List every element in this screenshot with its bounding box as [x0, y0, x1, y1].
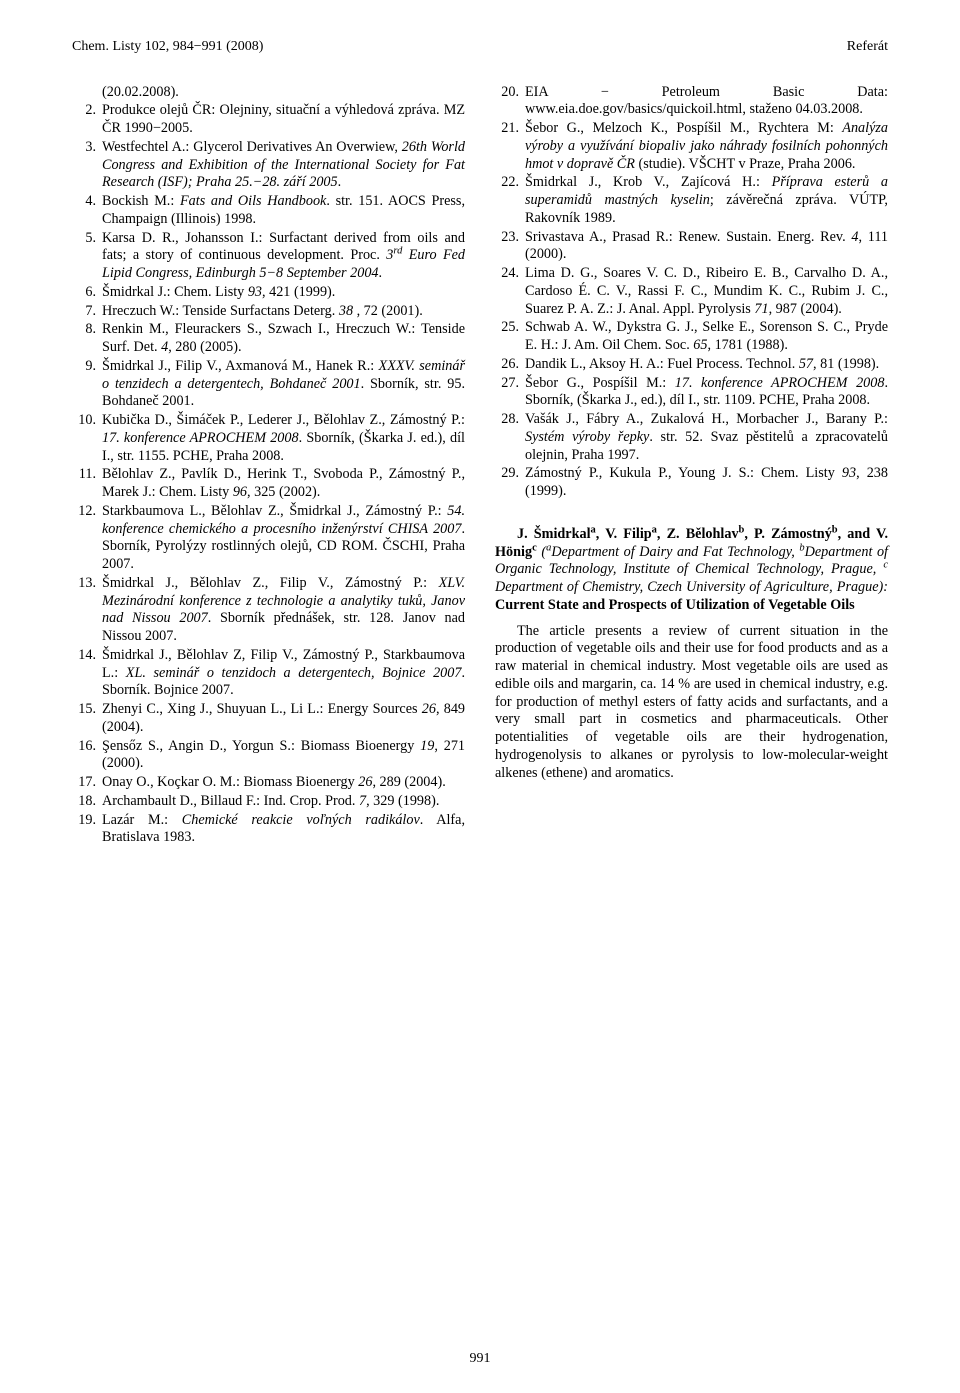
reference-text: Šmidrkal J., Krob V., Zajícová H.: Přípr…	[525, 174, 888, 227]
reference-item: 18.Archambault D., Billaud F.: Ind. Crop…	[72, 793, 465, 811]
reference-number: 9.	[72, 358, 102, 411]
reference-text: Srivastava A., Prasad R.: Renew. Sustain…	[525, 229, 888, 265]
page-number: 991	[0, 1350, 960, 1368]
reference-number: 13.	[72, 575, 102, 646]
reference-text: Hreczuch W.: Tenside Surfactans Deterg. …	[102, 303, 465, 321]
reference-item: 23.Srivastava A., Prasad R.: Renew. Sust…	[495, 229, 888, 265]
reference-number: 21.	[495, 120, 525, 173]
reference-item: 10.Kubička D., Šimáček P., Lederer J., B…	[72, 412, 465, 465]
reference-number: 15.	[72, 701, 102, 737]
reference-number: 3.	[72, 139, 102, 192]
reference-number: 19.	[72, 812, 102, 848]
reference-item: 8.Renkin M., Fleurackers S., Szwach I., …	[72, 321, 465, 357]
reference-text: Karsa D. R., Johansson I.: Surfactant de…	[102, 230, 465, 283]
reference-item: 11.Bělohlav Z., Pavlík D., Herink T., Sv…	[72, 466, 465, 502]
reference-text: Šmidrkal J., Bělohlav Z, Filip V., Zámos…	[102, 647, 465, 700]
reference-item: 20.EIA − Petroleum Basic Data: www.eia.d…	[495, 84, 888, 120]
header-left: Chem. Listy 102, 984−991 (2008)	[72, 38, 263, 56]
reference-item: 21.Šebor G., Melzoch K., Pospíšil M., Ry…	[495, 120, 888, 173]
reference-item: 3.Westfechtel A.: Glycerol Derivatives A…	[72, 139, 465, 192]
page-header: Chem. Listy 102, 984−991 (2008) Referát	[72, 38, 888, 56]
left-column: (20.02.2008).2.Produkce olejů ČR: Olejni…	[72, 84, 465, 849]
reference-item: 14.Šmidrkal J., Bělohlav Z, Filip V., Zá…	[72, 647, 465, 700]
reference-item: 29.Zámostný P., Kukula P., Young J. S.: …	[495, 465, 888, 501]
reference-number: 22.	[495, 174, 525, 227]
reference-number: 26.	[495, 356, 525, 374]
reference-text: Onay O., Koçkar O. M.: Biomass Bioenergy…	[102, 774, 465, 792]
reference-number: 11.	[72, 466, 102, 502]
reference-item: 7.Hreczuch W.: Tenside Surfactans Deterg…	[72, 303, 465, 321]
reference-number: 25.	[495, 319, 525, 355]
reference-text: Şensőz S., Angin D., Yorgun S.: Biomass …	[102, 738, 465, 774]
reference-item: 12.Starkbaumova L., Bělohlav Z., Šmidrka…	[72, 503, 465, 574]
reference-item: 15.Zhenyi C., Xing J., Shuyuan L., Li L.…	[72, 701, 465, 737]
reference-number: 17.	[72, 774, 102, 792]
reference-item: 26.Dandik L., Aksoy H. A.: Fuel Process.…	[495, 356, 888, 374]
reference-text: Šmidrkal J., Bělohlav Z., Filip V., Zámo…	[102, 575, 465, 646]
reference-text: Renkin M., Fleurackers S., Szwach I., Hr…	[102, 321, 465, 357]
reference-item: 6.Šmidrkal J.: Chem. Listy 93, 421 (1999…	[72, 284, 465, 302]
reference-number: 24.	[495, 265, 525, 318]
reference-text: Šebor G., Pospíšil M.: 17. konference AP…	[525, 375, 888, 411]
reference-item: 22.Šmidrkal J., Krob V., Zajícová H.: Př…	[495, 174, 888, 227]
reference-number: 6.	[72, 284, 102, 302]
reference-list-right: 20.EIA − Petroleum Basic Data: www.eia.d…	[495, 84, 888, 501]
reference-item: (20.02.2008).	[72, 84, 465, 102]
reference-item: 4.Bockish M.: Fats and Oils Handbook. st…	[72, 193, 465, 229]
reference-text: Dandik L., Aksoy H. A.: Fuel Process. Te…	[525, 356, 888, 374]
reference-text: Archambault D., Billaud F.: Ind. Crop. P…	[102, 793, 465, 811]
reference-item: 9.Šmidrkal J., Filip V., Axmanová M., Ha…	[72, 358, 465, 411]
reference-text: Lazár M.: Chemické reakcie voľných radik…	[102, 812, 465, 848]
reference-number: 7.	[72, 303, 102, 321]
reference-list-left: (20.02.2008).2.Produkce olejů ČR: Olejni…	[72, 84, 465, 848]
reference-item: 24.Lima D. G., Soares V. C. D., Ribeiro …	[495, 265, 888, 318]
reference-text: Bělohlav Z., Pavlík D., Herink T., Svobo…	[102, 466, 465, 502]
reference-number: 10.	[72, 412, 102, 465]
reference-text: Zámostný P., Kukula P., Young J. S.: Che…	[525, 465, 888, 501]
reference-text: Produkce olejů ČR: Olejniny, situační a …	[102, 102, 465, 138]
two-column-body: (20.02.2008).2.Produkce olejů ČR: Olejni…	[72, 84, 888, 849]
reference-number: 2.	[72, 102, 102, 138]
reference-number: 20.	[495, 84, 525, 120]
reference-item: 13.Šmidrkal J., Bělohlav Z., Filip V., Z…	[72, 575, 465, 646]
reference-number: 14.	[72, 647, 102, 700]
reference-number: 4.	[72, 193, 102, 229]
reference-item: 27.Šebor G., Pospíšil M.: 17. konference…	[495, 375, 888, 411]
reference-item: 19.Lazár M.: Chemické reakcie voľných ra…	[72, 812, 465, 848]
reference-text: Schwab A. W., Dykstra G. J., Selke E., S…	[525, 319, 888, 355]
reference-number: 16.	[72, 738, 102, 774]
reference-text: Starkbaumova L., Bělohlav Z., Šmidrkal J…	[102, 503, 465, 574]
reference-text: Vašák J., Fábry A., Zukalová H., Morbach…	[525, 411, 888, 464]
reference-item: 2.Produkce olejů ČR: Olejniny, situační …	[72, 102, 465, 138]
right-column: 20.EIA − Petroleum Basic Data: www.eia.d…	[495, 84, 888, 849]
reference-text: Kubička D., Šimáček P., Lederer J., Bělo…	[102, 412, 465, 465]
reference-text: EIA − Petroleum Basic Data: www.eia.doe.…	[525, 84, 888, 120]
abstract-body: The article presents a review of current…	[495, 623, 888, 783]
reference-item: 5.Karsa D. R., Johansson I.: Surfactant …	[72, 230, 465, 283]
reference-item: 16.Şensőz S., Angin D., Yorgun S.: Bioma…	[72, 738, 465, 774]
reference-text: (20.02.2008).	[102, 84, 465, 102]
reference-number: 5.	[72, 230, 102, 283]
reference-number: 8.	[72, 321, 102, 357]
reference-text: Bockish M.: Fats and Oils Handbook. str.…	[102, 193, 465, 229]
reference-text: Šmidrkal J.: Chem. Listy 93, 421 (1999).	[102, 284, 465, 302]
reference-text: Šebor G., Melzoch K., Pospíšil M., Rycht…	[525, 120, 888, 173]
reference-item: 25.Schwab A. W., Dykstra G. J., Selke E.…	[495, 319, 888, 355]
reference-text: Šmidrkal J., Filip V., Axmanová M., Hane…	[102, 358, 465, 411]
reference-number: 29.	[495, 465, 525, 501]
reference-item: 17.Onay O., Koçkar O. M.: Biomass Bioene…	[72, 774, 465, 792]
reference-text: Westfechtel A.: Glycerol Derivatives An …	[102, 139, 465, 192]
reference-number: 27.	[495, 375, 525, 411]
reference-item: 28.Vašák J., Fábry A., Zukalová H., Morb…	[495, 411, 888, 464]
reference-number: 23.	[495, 229, 525, 265]
reference-number	[72, 84, 102, 102]
header-right: Referát	[847, 38, 888, 56]
reference-number: 12.	[72, 503, 102, 574]
reference-text: Zhenyi C., Xing J., Shuyuan L., Li L.: E…	[102, 701, 465, 737]
reference-text: Lima D. G., Soares V. C. D., Ribeiro E. …	[525, 265, 888, 318]
reference-number: 28.	[495, 411, 525, 464]
reference-number: 18.	[72, 793, 102, 811]
abstract-authors-affil-title: J. Šmidrkala, V. Filipa, Z. Bělohlavb, P…	[495, 526, 888, 615]
